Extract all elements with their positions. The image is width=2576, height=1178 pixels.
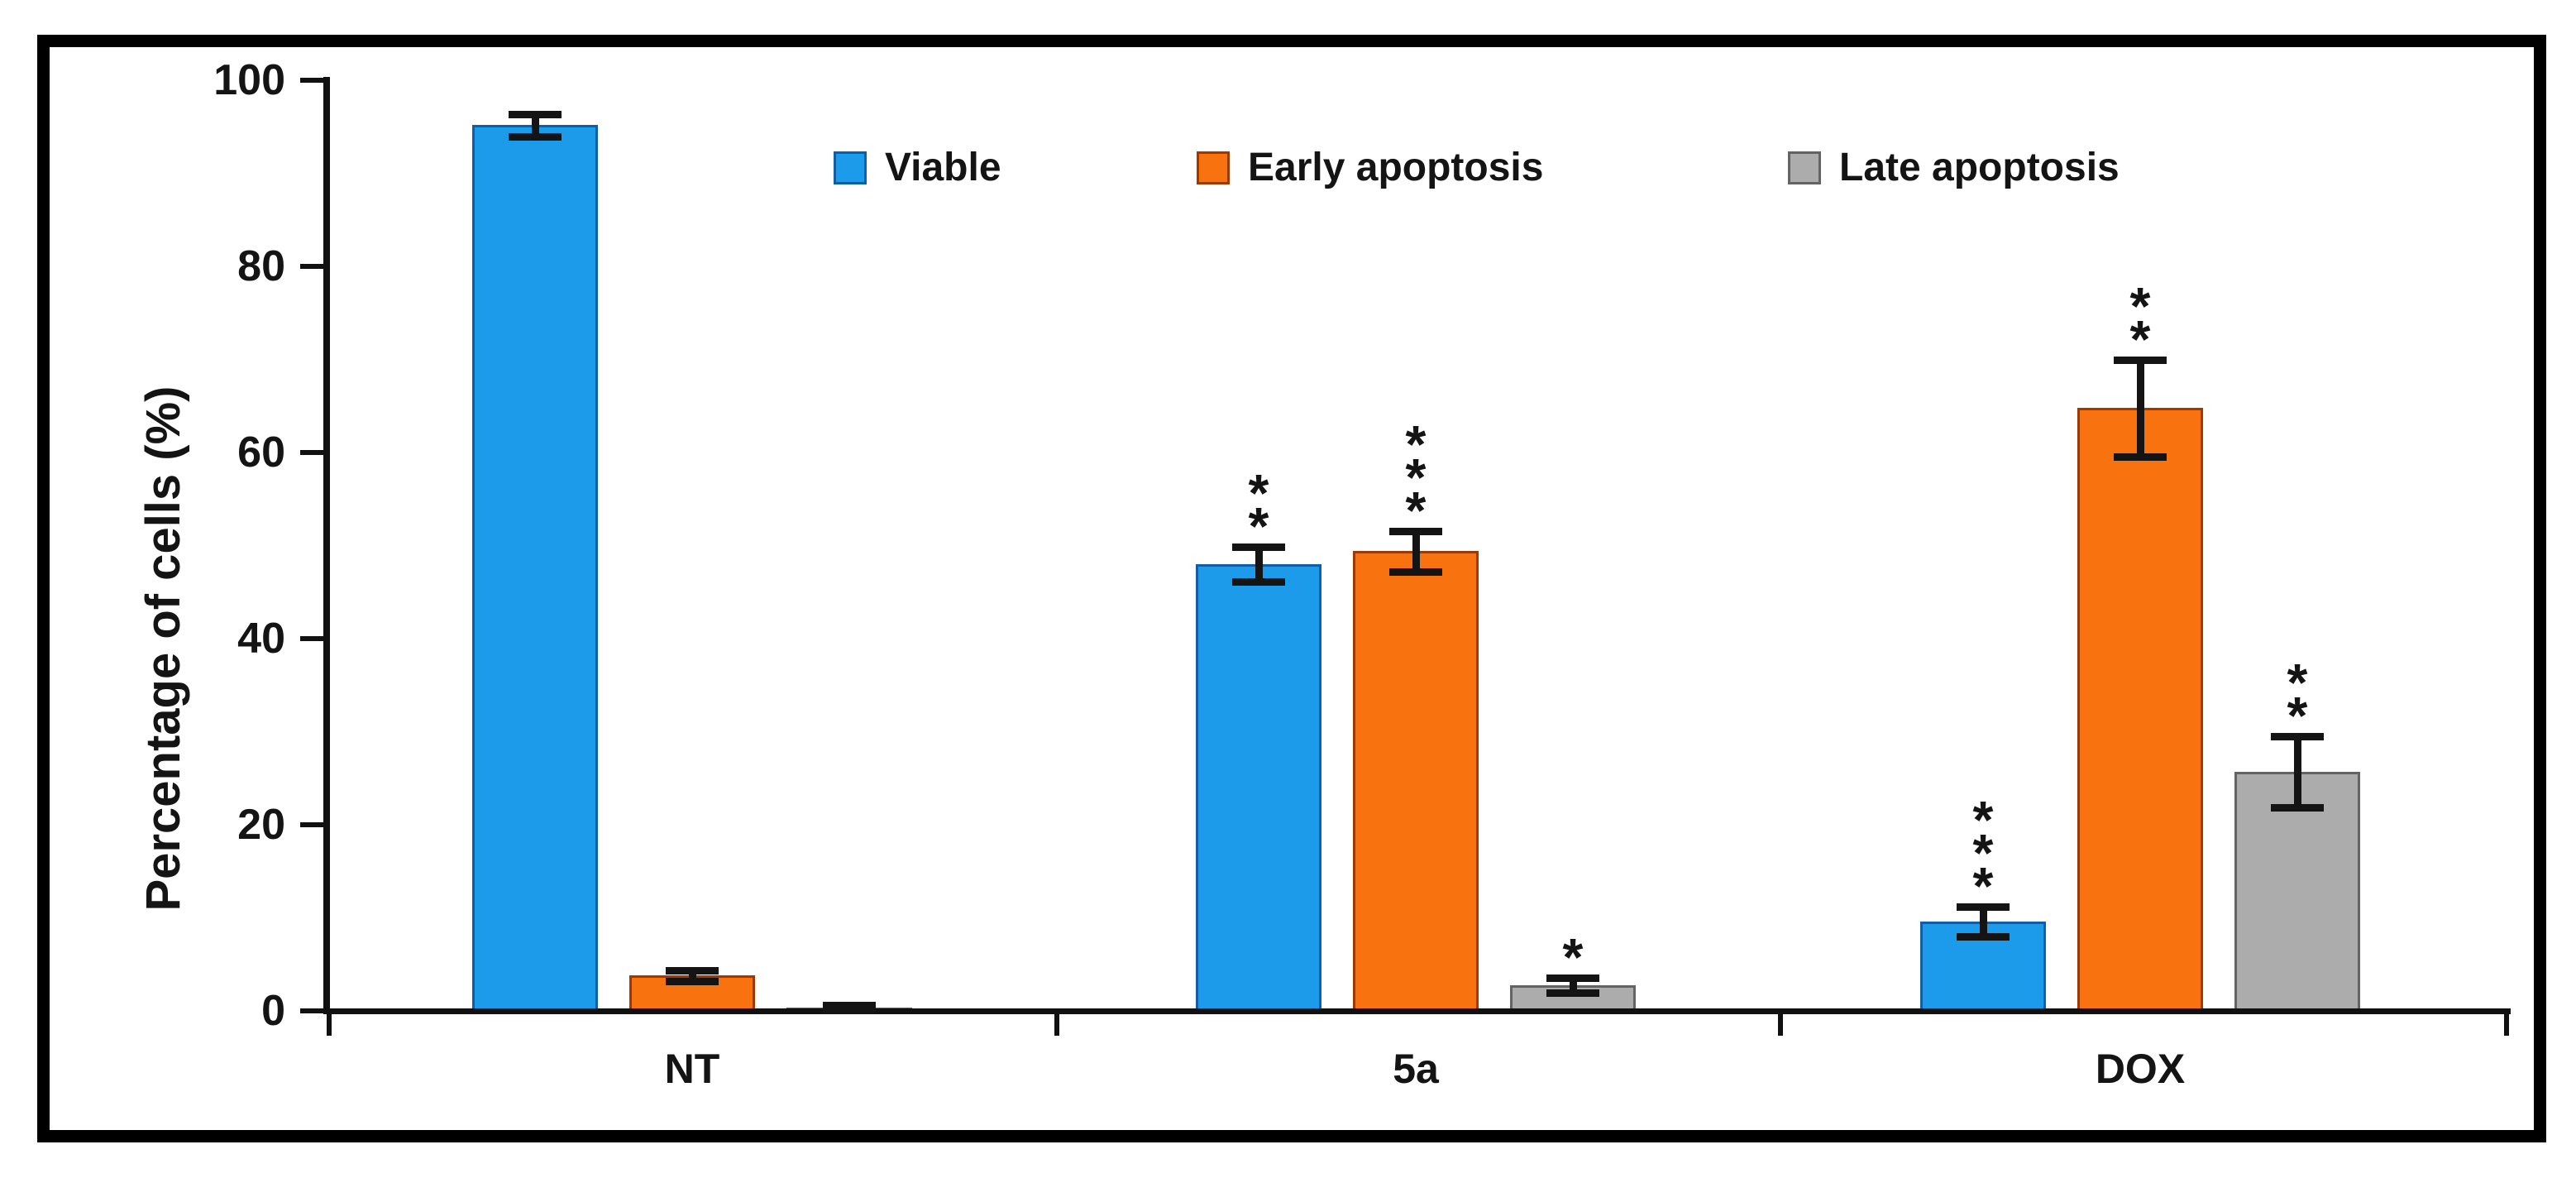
x-axis-tick bbox=[1778, 1014, 1783, 1036]
legend-item-viable: Viable bbox=[834, 146, 1001, 189]
error-bar-cap-top bbox=[2271, 733, 2324, 741]
y-tick-label: 80 bbox=[237, 242, 285, 290]
bar-late-apoptosis-dox bbox=[2234, 771, 2360, 1011]
error-bar-cap-bottom bbox=[1232, 578, 1285, 587]
legend-item-late-apoptosis: Late apoptosis bbox=[1788, 146, 2120, 189]
legend-swatch-early-apoptosis bbox=[1197, 151, 1230, 184]
error-bar-cap-top bbox=[1232, 543, 1285, 551]
significance-stars: * * * bbox=[1972, 790, 1994, 916]
error-bar-cap-bottom bbox=[1957, 933, 2010, 941]
y-axis-tick bbox=[300, 450, 324, 455]
error-bar-cap-top bbox=[1957, 903, 2010, 911]
x-axis-tick bbox=[327, 1014, 332, 1036]
error-bar-line bbox=[2293, 736, 2301, 807]
significance-stars: * * bbox=[2287, 653, 2308, 746]
significance-stars: * * bbox=[1248, 462, 1269, 556]
error-bar-line bbox=[531, 113, 539, 136]
significance-stars: * bbox=[1562, 927, 1584, 987]
error-bar-cap-bottom bbox=[1546, 989, 1599, 997]
legend-label: Viable bbox=[885, 146, 1001, 189]
error-bar-line bbox=[1569, 977, 1577, 993]
y-axis-tick bbox=[300, 822, 324, 827]
error-bar-line bbox=[688, 970, 696, 981]
error-bar-cap-top bbox=[666, 966, 719, 974]
x-category-label: NT bbox=[664, 1046, 720, 1092]
y-axis-tick bbox=[300, 78, 324, 83]
significance-stars: * * * bbox=[1405, 414, 1427, 540]
error-bar-cap-top bbox=[509, 110, 562, 118]
error-bar-cap-top bbox=[2114, 356, 2167, 364]
error-bar-line bbox=[1412, 530, 1420, 572]
x-category-label: 5a bbox=[1393, 1046, 1439, 1092]
legend-swatch-late-apoptosis bbox=[1788, 151, 1821, 184]
legend-label: Late apoptosis bbox=[1839, 146, 2120, 189]
y-tick-label: 0 bbox=[261, 987, 285, 1035]
error-bar-line bbox=[2136, 359, 2144, 457]
error-bar-cap-bottom bbox=[1389, 568, 1442, 576]
y-axis-tick bbox=[300, 264, 324, 269]
error-bar-cap-bottom bbox=[823, 1005, 876, 1013]
error-bar-cap-bottom bbox=[509, 132, 562, 141]
error-bar-cap-top bbox=[1546, 974, 1599, 982]
error-bar-cap-bottom bbox=[2114, 453, 2167, 461]
error-bar-cap-bottom bbox=[666, 978, 719, 985]
x-axis-line bbox=[323, 1008, 2511, 1014]
y-axis-line bbox=[323, 77, 330, 1014]
error-bar-line bbox=[1979, 907, 1987, 936]
legend-swatch-viable bbox=[834, 151, 867, 184]
y-axis-tick bbox=[300, 636, 324, 641]
significance-stars: * * bbox=[2129, 275, 2151, 369]
y-tick-label: 60 bbox=[237, 429, 285, 476]
bar-viable-5a bbox=[1196, 564, 1321, 1011]
error-bar-cap-top bbox=[1389, 527, 1442, 535]
y-tick-label: 20 bbox=[237, 801, 285, 849]
y-tick-label: 40 bbox=[237, 615, 285, 663]
x-axis-tick bbox=[1054, 1014, 1059, 1036]
y-axis-tick bbox=[300, 1008, 324, 1013]
y-tick-label: 100 bbox=[213, 56, 285, 104]
error-bar-line bbox=[1255, 546, 1263, 582]
x-category-label: DOX bbox=[2095, 1046, 2186, 1092]
error-bar-cap-bottom bbox=[2271, 803, 2324, 812]
legend-item-early-apoptosis: Early apoptosis bbox=[1197, 146, 1544, 189]
bar-early-apoptosis-dox bbox=[2077, 408, 2203, 1011]
x-axis-tick bbox=[2504, 1014, 2509, 1036]
bar-early-apoptosis-5a bbox=[1353, 551, 1479, 1011]
bar-viable-nt bbox=[472, 125, 598, 1011]
legend-label: Early apoptosis bbox=[1248, 146, 1544, 189]
